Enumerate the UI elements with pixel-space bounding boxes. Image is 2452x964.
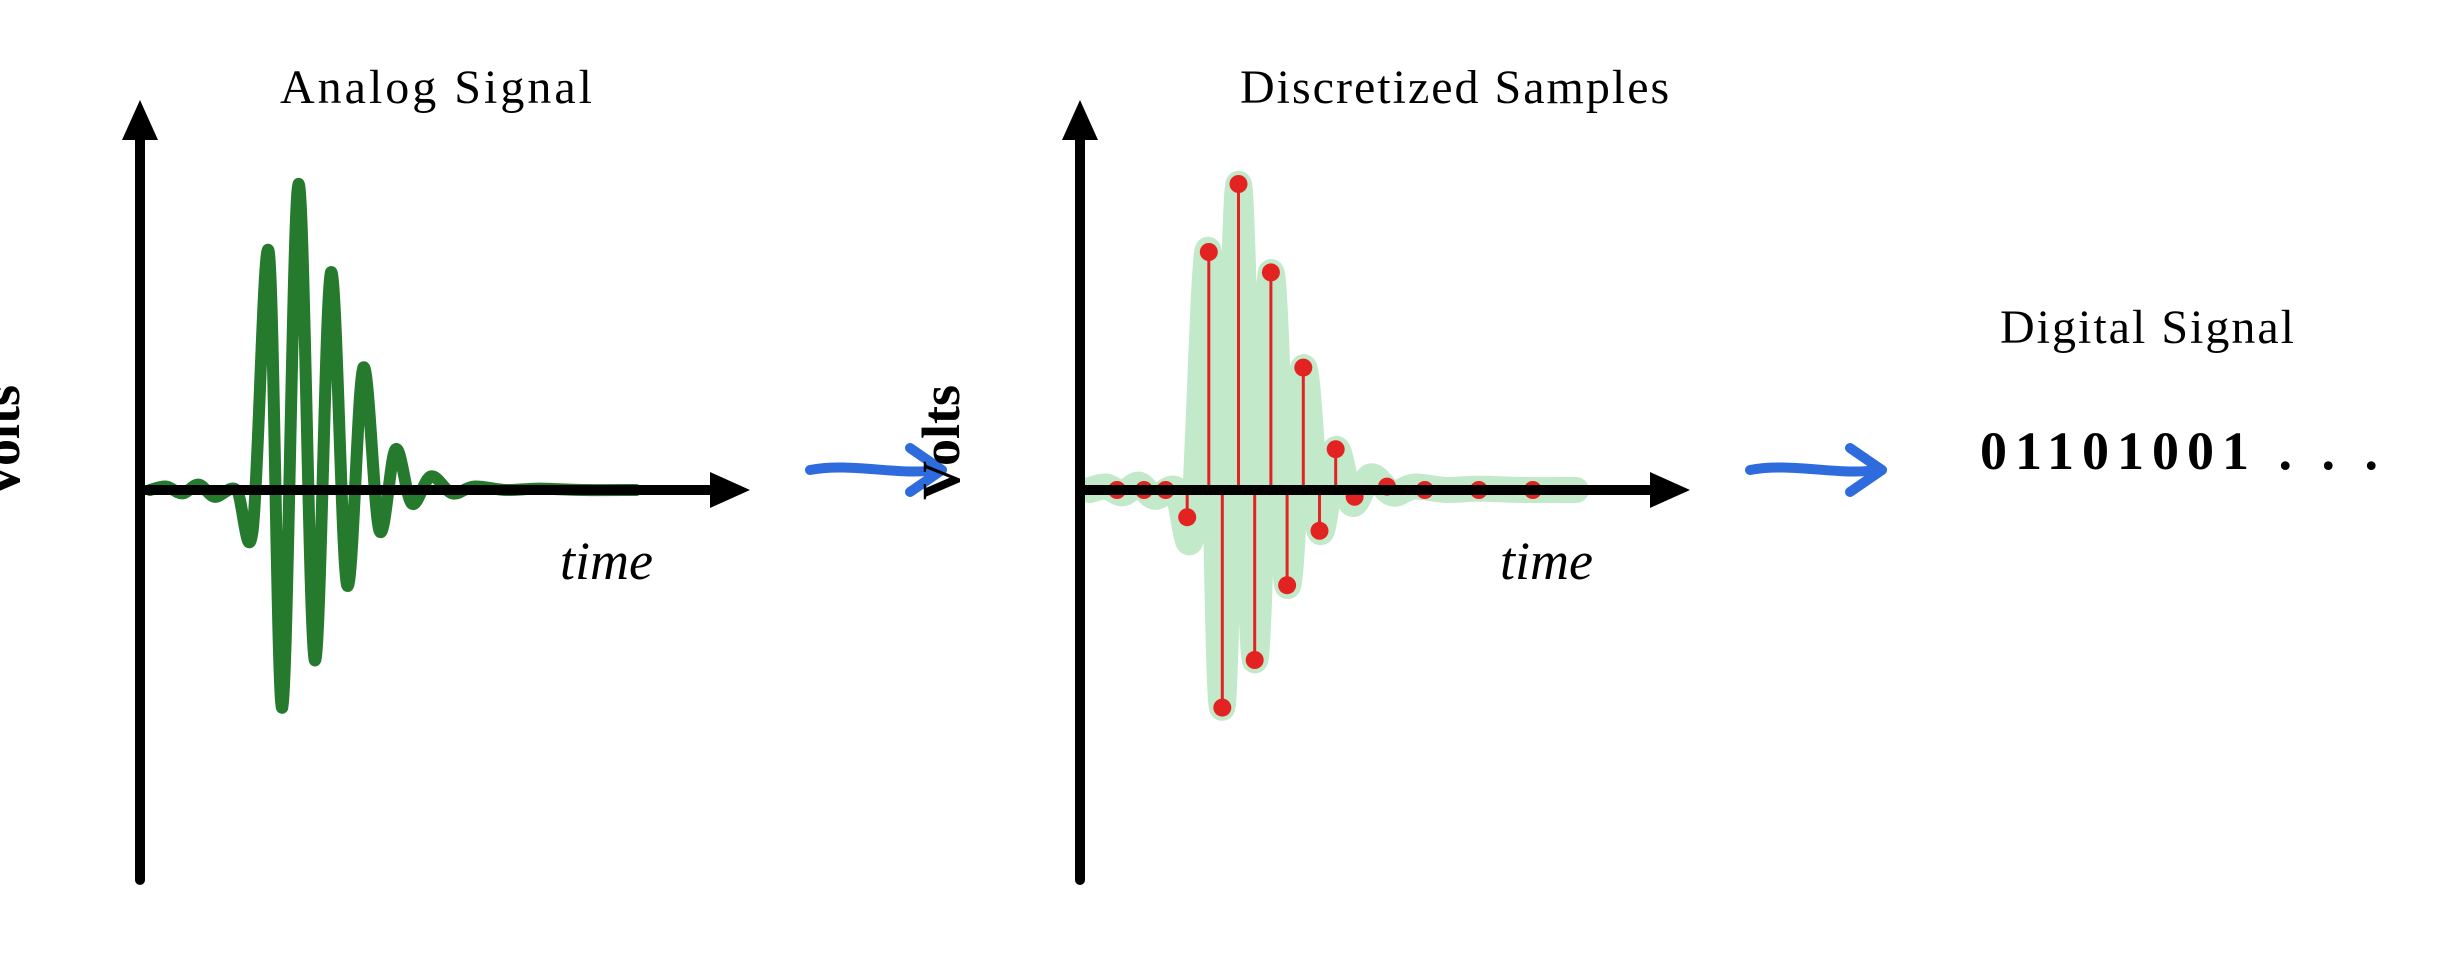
panel3-title: Digital Signal	[2000, 300, 2296, 355]
sampled-chart	[1000, 90, 1720, 890]
panel1-xlabel: time	[560, 530, 653, 592]
analog-chart	[60, 90, 780, 890]
arrow-2	[1740, 430, 1940, 510]
panel2-xlabel: time	[1500, 530, 1593, 592]
panel1-ylabel: Volts	[0, 385, 32, 500]
panel2-ylabel: Volts	[910, 385, 972, 500]
bitstream: 01101001 . . .	[1980, 420, 2386, 482]
